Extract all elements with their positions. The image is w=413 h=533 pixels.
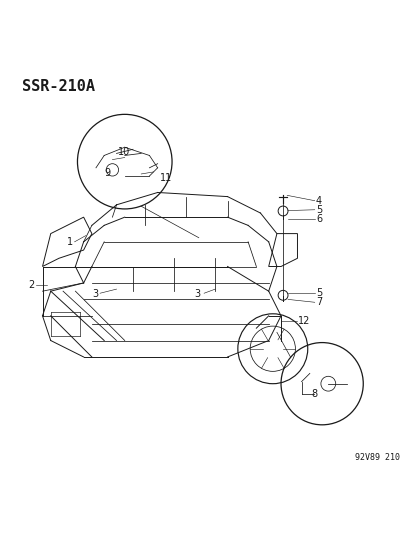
Text: 5: 5 — [315, 288, 321, 298]
Text: 1: 1 — [67, 237, 73, 247]
Text: 4: 4 — [315, 196, 321, 206]
Text: 12: 12 — [297, 316, 309, 326]
Text: 5: 5 — [315, 205, 321, 215]
Text: 9: 9 — [104, 168, 110, 178]
Text: 11: 11 — [159, 173, 171, 183]
Text: 10: 10 — [117, 147, 130, 157]
Text: 6: 6 — [315, 214, 321, 224]
Text: 3: 3 — [194, 289, 200, 300]
Text: 92V89 210: 92V89 210 — [354, 453, 399, 462]
Text: 7: 7 — [315, 297, 321, 308]
Text: 2: 2 — [28, 280, 34, 290]
Text: 8: 8 — [311, 389, 317, 399]
Text: SSR-210A: SSR-210A — [22, 79, 95, 94]
Text: 3: 3 — [92, 289, 98, 300]
